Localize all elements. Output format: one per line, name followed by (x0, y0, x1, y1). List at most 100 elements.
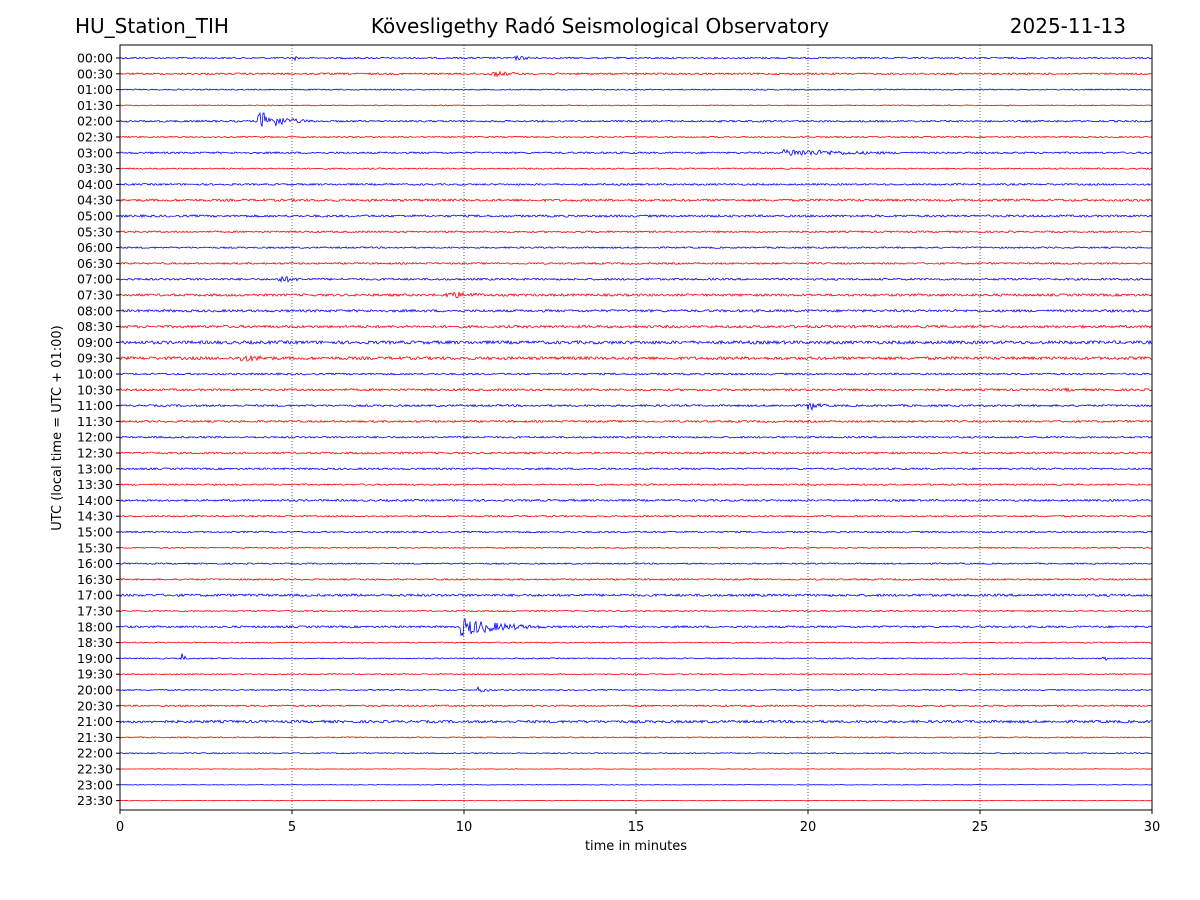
row-time-label: 00:30 (77, 66, 113, 81)
row-time-label: 08:00 (77, 303, 113, 318)
x-axis-label: time in minutes (585, 839, 687, 854)
seismogram-trace-0900 (119, 339, 1153, 346)
seismogram-trace-1130 (119, 419, 1153, 424)
row-time-label: 03:00 (77, 145, 113, 160)
grid-lines (291, 45, 981, 810)
row-time-label: 08:30 (77, 319, 113, 334)
row-time-label: 13:00 (77, 461, 113, 476)
row-time-label: 22:30 (77, 762, 113, 777)
y-axis-ticks: 00:0000:3001:0001:3002:0002:3003:0003:30… (77, 51, 120, 808)
x-tick-label: 15 (628, 820, 645, 835)
row-time-label: 10:00 (77, 367, 113, 382)
seismogram-trace-1600 (119, 562, 1153, 565)
trace-rows (119, 54, 1153, 802)
row-time-label: 09:00 (77, 335, 113, 350)
row-time-label: 17:00 (77, 588, 113, 603)
row-time-label: 16:30 (77, 572, 113, 587)
seismogram-trace-1500 (119, 530, 1153, 534)
row-time-label: 13:30 (77, 477, 113, 492)
x-tick-label: 5 (288, 820, 296, 835)
row-time-label: 00:00 (77, 51, 113, 66)
seismogram-trace-1230 (119, 451, 1153, 455)
seismogram-trace-0500 (119, 214, 1153, 219)
row-time-label: 18:30 (77, 635, 113, 650)
seismogram-trace-0630 (119, 261, 1153, 266)
row-time-label: 23:00 (77, 777, 113, 792)
seismogram-trace-1630 (119, 577, 1153, 581)
row-time-label: 09:30 (77, 351, 113, 366)
station-label: HU_Station_TIH (75, 14, 229, 38)
y-axis-label: UTC (local time = UTC + 01:00) (50, 325, 65, 530)
seismogram-trace-0130 (119, 104, 1153, 107)
seismogram-trace-2000 (119, 685, 1153, 693)
x-tick-label: 20 (800, 820, 817, 835)
row-time-label: 19:00 (77, 651, 113, 666)
seismogram-trace-0400 (119, 182, 1153, 186)
row-time-label: 22:00 (77, 746, 113, 761)
row-time-label: 23:30 (77, 793, 113, 808)
seismogram-trace-1300 (119, 467, 1153, 471)
row-time-label: 10:30 (77, 382, 113, 397)
row-time-label: 14:00 (77, 493, 113, 508)
seismogram-trace-2130 (119, 736, 1153, 739)
row-time-label: 11:00 (77, 398, 113, 413)
row-time-label: 20:00 (77, 683, 113, 698)
seismogram-trace-2100 (119, 719, 1153, 724)
seismogram-trace-0200 (119, 111, 1153, 127)
seismogram-trace-1030 (119, 386, 1153, 393)
row-time-label: 15:00 (77, 525, 113, 540)
seismogram-trace-1900 (119, 653, 1153, 662)
seismogram-trace-1700 (119, 593, 1153, 598)
seismogram-trace-1830 (119, 641, 1153, 644)
row-time-label: 07:00 (77, 272, 113, 287)
seismogram-trace-0830 (119, 324, 1153, 329)
row-time-label: 02:00 (77, 114, 113, 129)
row-time-label: 04:00 (77, 177, 113, 192)
x-tick-label: 30 (1144, 820, 1161, 835)
seismogram-trace-2330 (119, 799, 1153, 802)
seismogram-trace-0430 (119, 198, 1153, 203)
seismogram-trace-2200 (119, 752, 1153, 755)
seismogram-trace-1330 (119, 483, 1153, 487)
row-time-label: 14:30 (77, 509, 113, 524)
seismogram-trace-1430 (119, 514, 1153, 518)
seismogram-trace-0100 (119, 88, 1153, 91)
row-time-label: 02:30 (77, 130, 113, 145)
date-label: 2025-11-13 (1009, 14, 1126, 38)
seismogram-trace-0300 (119, 148, 1153, 157)
row-time-label: 05:00 (77, 209, 113, 224)
row-time-label: 11:30 (77, 414, 113, 429)
row-time-label: 17:30 (77, 604, 113, 619)
seismogram-trace-0700 (119, 275, 1153, 284)
seismogram-trace-1730 (119, 609, 1153, 613)
seismogram-trace-0600 (119, 246, 1153, 250)
seismogram-trace-1100 (119, 402, 1153, 411)
seismogram-trace-0530 (119, 230, 1153, 234)
x-tick-label: 0 (116, 820, 124, 835)
row-time-label: 18:00 (77, 619, 113, 634)
row-time-label: 15:30 (77, 540, 113, 555)
seismogram-trace-1800 (119, 618, 1153, 638)
x-tick-label: 10 (456, 820, 473, 835)
row-time-label: 03:30 (77, 161, 113, 176)
seismogram-trace-1200 (119, 435, 1153, 439)
seismogram-trace-1930 (119, 672, 1153, 676)
seismogram-trace-1530 (119, 546, 1153, 549)
row-time-label: 21:30 (77, 730, 113, 745)
x-tick-label: 25 (972, 820, 989, 835)
row-time-label: 06:30 (77, 256, 113, 271)
seismogram-trace-1000 (119, 372, 1153, 376)
seismogram-trace-0230 (119, 135, 1153, 139)
seismogram-trace-0330 (119, 167, 1153, 170)
seismogram-trace-0730 (119, 291, 1153, 299)
seismogram-trace-0930 (119, 354, 1153, 362)
row-time-label: 01:00 (77, 82, 113, 97)
x-axis-ticks: 0 5 10 15 20 25 30 (116, 810, 1160, 835)
seismogram-trace-0000 (119, 54, 1153, 62)
seismogram-trace-0800 (119, 308, 1153, 313)
seismogram-trace-1400 (119, 498, 1153, 503)
row-time-label: 21:00 (77, 714, 113, 729)
row-time-label: 16:00 (77, 556, 113, 571)
seismogram-trace-2030 (119, 704, 1153, 708)
